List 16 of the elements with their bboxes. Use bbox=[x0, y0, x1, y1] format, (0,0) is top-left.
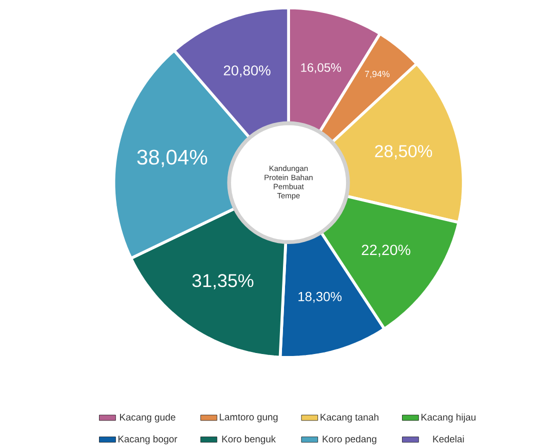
data-label: 18,30% bbox=[298, 292, 342, 303]
data-label: 38,04% bbox=[137, 150, 208, 168]
legend-label: Lamtoro gung bbox=[220, 414, 278, 423]
data-label: 20,80% bbox=[224, 66, 270, 78]
legend-label: Koro benguk bbox=[222, 436, 276, 445]
data-label: 7,94% bbox=[365, 71, 390, 78]
data-label: 16,05% bbox=[301, 63, 342, 74]
data-label: 22,20% bbox=[362, 244, 410, 258]
legend-label: Kedelai bbox=[433, 436, 464, 443]
legend-label: Kacang tanah bbox=[320, 414, 378, 423]
data-label: 31,35% bbox=[192, 274, 254, 290]
data-label: 28,50% bbox=[375, 145, 432, 160]
legend-label: Kacang bogor bbox=[118, 436, 178, 445]
legend-label: Kacang gude bbox=[120, 414, 176, 423]
legend-label: Kacang hijau bbox=[422, 414, 476, 423]
legend-label: Koro pedang bbox=[322, 436, 376, 445]
